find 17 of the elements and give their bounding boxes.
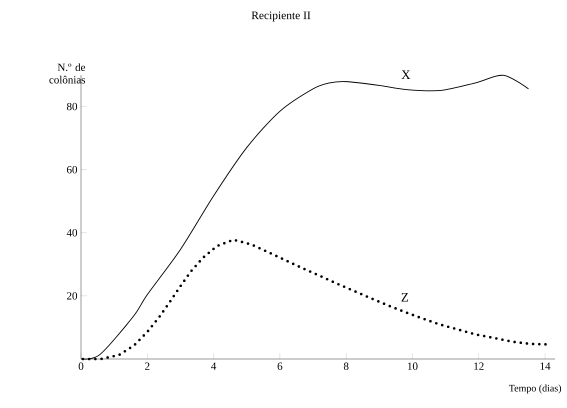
- x-tick-label: 2: [145, 362, 150, 370]
- x-tick-label: 6: [278, 362, 282, 370]
- chart-title: Recipiente II: [252, 12, 310, 22]
- y-tick-label: 20: [67, 292, 78, 300]
- y-axis-title: N.º de colônias: [49, 63, 86, 84]
- x-tick-label: 4: [211, 362, 216, 370]
- y-tick-label: 60: [66, 166, 78, 174]
- x-tick-label: 10: [408, 362, 418, 370]
- x-axis-title: Tempo (dias): [508, 384, 562, 394]
- y-tick-label: 40: [66, 229, 78, 236]
- x-tick-label: 8: [344, 362, 349, 370]
- series-label: X: [401, 70, 410, 80]
- series-label: Z: [402, 292, 408, 302]
- x-tick-label: 12: [474, 362, 484, 370]
- x-tick-label: 14: [540, 362, 550, 370]
- y-tick-label: 80: [66, 102, 78, 110]
- x-tick-label: 0: [78, 362, 84, 370]
